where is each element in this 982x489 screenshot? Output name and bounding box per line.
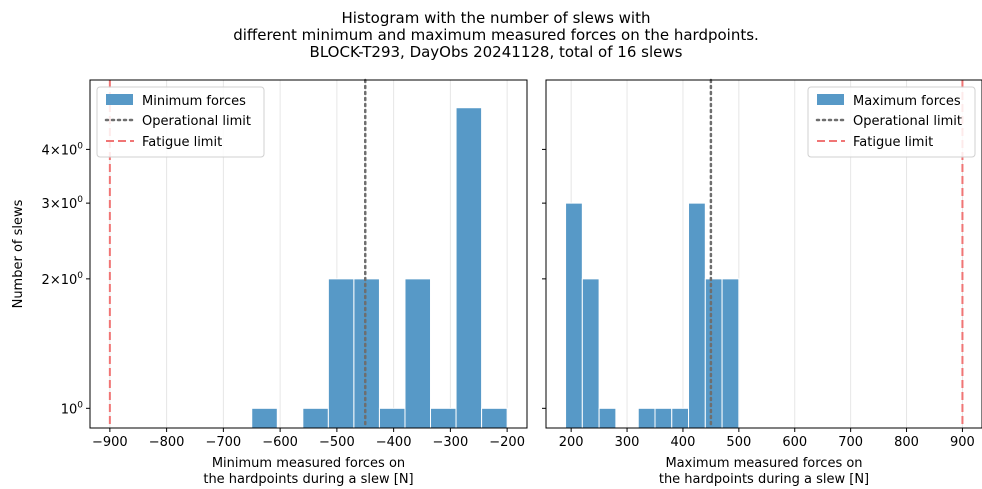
histogram-bar (251, 407, 278, 429)
x-axis-label-line-2: the hardpoints during a slew [N] (659, 472, 869, 487)
histogram-bar (327, 278, 355, 429)
y-tick-exponent: 0 (77, 271, 83, 281)
histogram-bar (378, 407, 406, 429)
x-tick-label: −400 (376, 435, 412, 450)
histogram-bar (404, 278, 432, 429)
title-line-1: Histogram with the number of slews with (342, 9, 651, 27)
y-tick-times: × (50, 197, 61, 212)
y-tick-base: 10 (61, 273, 78, 288)
x-tick-label: −500 (319, 435, 355, 450)
y-tick-exponent: 0 (77, 141, 83, 151)
title-line-2: different minimum and maximum measured f… (233, 26, 759, 44)
x-axis-label-line-1: Maximum measured forces on (665, 456, 862, 471)
legend-swatch-bars (817, 94, 844, 105)
x-tick-label: −700 (206, 435, 242, 450)
histogram-bar (565, 202, 583, 429)
y-axis-label: Number of slews (11, 199, 26, 308)
y-tick-base: 10 (61, 402, 78, 417)
axes-frame (89, 79, 528, 429)
axes-frame (545, 79, 982, 429)
legend-label: Fatigue limit (853, 135, 933, 150)
x-tick-label: 600 (782, 435, 807, 450)
x-tick-label: 900 (950, 435, 975, 450)
histogram-bar (598, 407, 617, 429)
legend: Maximum forces Operational limit Fatigue l… (807, 86, 976, 158)
x-tick-label: 300 (615, 435, 640, 450)
y-tick-mantissa: 3 (42, 197, 50, 212)
x-axis-label-line-2: the hardpoints during a slew [N] (203, 472, 413, 487)
y-tick-label: 100 (61, 400, 84, 417)
left-histogram-panel: −900 −800 −700 −600 −500 −400 −300 −2001002×100… (11, 78, 528, 487)
y-tick-mantissa: 4 (42, 143, 50, 158)
title-line-3: BLOCK-T293, DayObs 20241128, total of 16… (310, 43, 683, 61)
y-tick-label: 3×100 (42, 195, 84, 212)
histogram-bar (302, 407, 329, 429)
y-tick-times: × (50, 273, 61, 288)
x-tick-label: −900 (92, 435, 128, 450)
legend-label: Minimum forces (142, 94, 246, 109)
x-axis-label-line-1: Minimum measured forces on (212, 456, 405, 471)
right-histogram-panel: 200 300 400 500 600 700 800 900 Maximum measured… (542, 78, 982, 487)
y-tick-exponent: 0 (77, 195, 83, 205)
histogram-bar (481, 407, 508, 429)
histogram-bar (704, 278, 723, 429)
y-tick-exponent: 0 (77, 400, 83, 410)
histogram-bar (353, 278, 380, 429)
histogram-bar (637, 407, 656, 429)
y-tick-label: 4×100 (42, 141, 84, 158)
x-tick-label: −300 (433, 435, 469, 450)
histogram-bar (581, 278, 600, 429)
x-tick-label: 400 (671, 435, 696, 450)
legend-label: Fatigue limit (142, 135, 222, 150)
x-tick-label: 800 (894, 435, 919, 450)
histogram-bar (430, 407, 457, 429)
y-tick-times: × (50, 143, 61, 158)
histogram-bar (688, 202, 706, 429)
histogram-bar (455, 107, 483, 429)
x-tick-label: 500 (726, 435, 751, 450)
x-tick-label: −600 (262, 435, 298, 450)
x-tick-label: −800 (149, 435, 185, 450)
histogram-bar (654, 407, 673, 429)
legend-label: Operational limit (142, 114, 251, 129)
legend-box (807, 86, 976, 158)
y-tick-mantissa: 2 (42, 273, 50, 288)
legend-label: Operational limit (853, 114, 962, 129)
x-tick-label: 200 (559, 435, 584, 450)
x-tick-label: 700 (838, 435, 863, 450)
y-tick-base: 10 (61, 143, 78, 158)
y-tick-label: 2×100 (42, 271, 84, 288)
legend: Minimum forces Operational limit Fatigue l… (96, 86, 265, 158)
y-tick-base: 10 (61, 197, 78, 212)
legend-label: Maximum forces (853, 94, 961, 109)
x-tick-label: −200 (489, 435, 525, 450)
histogram-bar (721, 278, 740, 429)
legend-swatch-bars (106, 94, 133, 105)
histogram-bar (671, 407, 690, 429)
legend-box (96, 86, 265, 158)
